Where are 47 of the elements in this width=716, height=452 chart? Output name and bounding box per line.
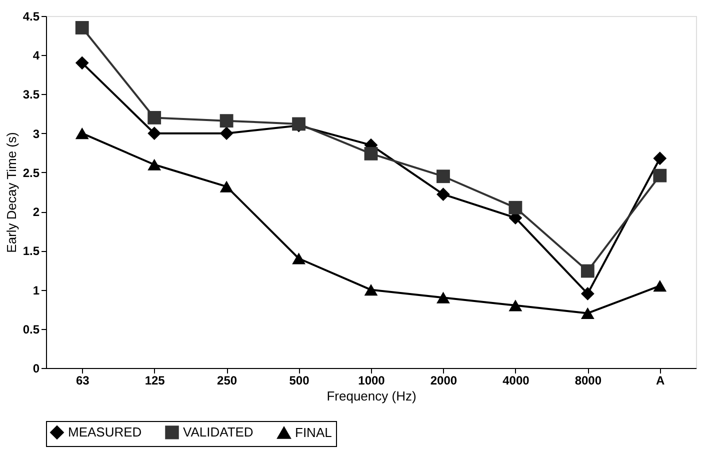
x-tick-label: A [656, 374, 666, 388]
point [653, 280, 667, 292]
x-tick-label: 2000 [430, 374, 458, 388]
point [580, 307, 594, 320]
x-tick-label: 1000 [358, 374, 386, 388]
point [436, 292, 450, 304]
point [580, 264, 594, 278]
point [508, 200, 522, 214]
x-tick-label: 8000 [574, 374, 602, 388]
point [508, 300, 522, 312]
point [148, 126, 162, 140]
y-tick-label: 0.5 [22, 322, 40, 336]
y-tick-label: 4 [32, 48, 40, 63]
point [364, 284, 378, 296]
point [220, 180, 234, 192]
y-tick-label: 2 [32, 205, 40, 220]
y-tick-label: 2.5 [22, 166, 40, 180]
point [653, 168, 667, 182]
legend-label: MEASURED [68, 424, 142, 440]
y-tick-label: 3.5 [22, 88, 40, 102]
y-tick-label: 0 [32, 362, 40, 376]
point [75, 56, 89, 70]
point [220, 114, 234, 128]
y-tick-label: 3 [32, 126, 40, 141]
point [148, 110, 162, 124]
point [75, 21, 89, 34]
point [580, 286, 594, 300]
x-tick-label: 63 [76, 374, 90, 388]
legend-label: VALIDATED [183, 424, 254, 440]
legend-label: FINAL [295, 424, 332, 440]
x-tick-label: 250 [217, 374, 238, 388]
y-tick-label: 4.5 [22, 10, 40, 24]
y-tick-label: 1 [32, 283, 40, 298]
point [436, 170, 450, 184]
point [148, 158, 162, 170]
y-tick-label: 1.5 [22, 244, 40, 258]
point [220, 126, 234, 140]
y-axis-title: Early Decay Time (s) [4, 132, 19, 253]
x-tick-label: 4000 [502, 374, 530, 388]
point [653, 152, 667, 166]
x-tick-label: 125 [144, 374, 166, 388]
point [436, 188, 450, 202]
point [292, 252, 306, 264]
point [364, 146, 378, 160]
x-axis-title: Frequency (Hz) [326, 388, 416, 404]
point [75, 128, 89, 140]
x-tick-label: 500 [289, 374, 310, 388]
